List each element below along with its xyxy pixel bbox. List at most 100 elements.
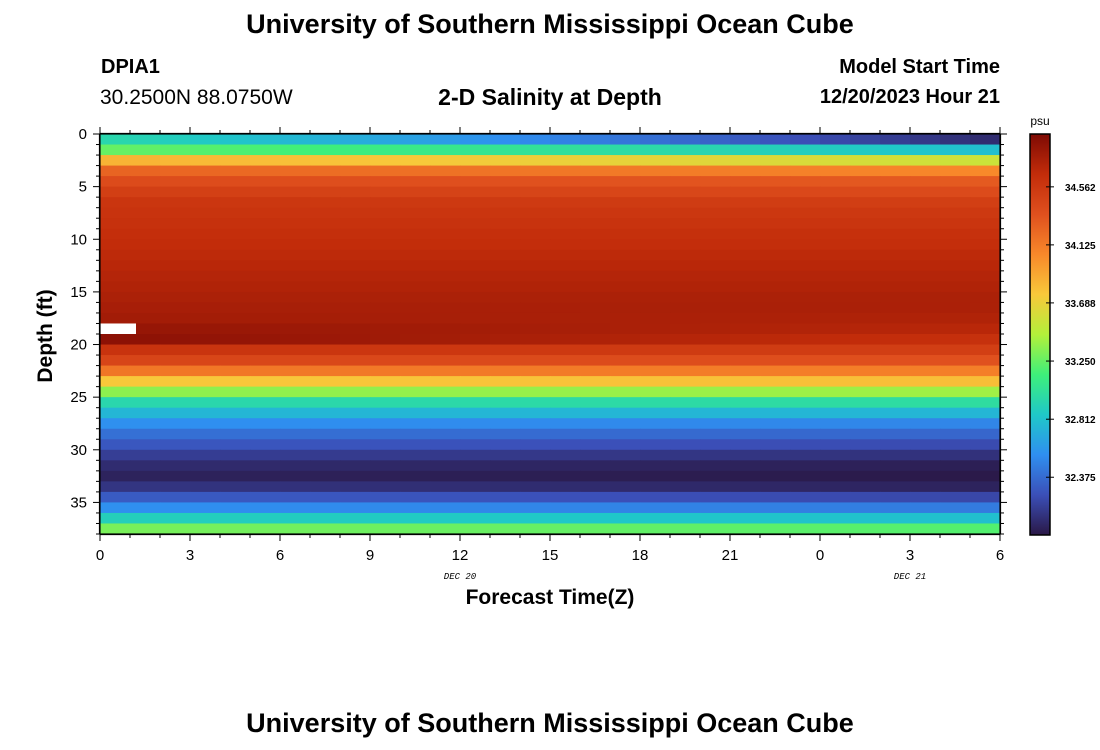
heatmap-cell bbox=[520, 512, 551, 525]
heatmap-cell bbox=[820, 239, 851, 251]
heatmap-cell bbox=[370, 439, 401, 451]
heatmap-cell bbox=[640, 376, 671, 388]
heatmap-cell bbox=[550, 365, 581, 377]
heatmap-cell bbox=[310, 334, 341, 346]
heatmap-cell bbox=[340, 481, 371, 493]
heatmap-cell bbox=[310, 186, 341, 198]
heatmap-cell bbox=[760, 491, 791, 504]
heatmap-cell bbox=[100, 502, 131, 514]
heatmap-cell bbox=[370, 291, 401, 304]
heatmap-cell bbox=[460, 186, 491, 198]
heatmap-cell bbox=[790, 197, 821, 209]
heatmap-cell bbox=[610, 386, 641, 398]
heatmap-cell bbox=[970, 270, 1001, 282]
heatmap-cell bbox=[220, 470, 251, 482]
heatmap-cell bbox=[490, 512, 521, 525]
heatmap-cell bbox=[820, 481, 851, 493]
heatmap-cell bbox=[220, 197, 251, 209]
heatmap-cell bbox=[580, 312, 611, 325]
heatmap-cell bbox=[310, 323, 341, 335]
heatmap-cell bbox=[640, 270, 671, 282]
heatmap-cell bbox=[100, 355, 131, 367]
heatmap-cell bbox=[520, 397, 551, 409]
heatmap-cell bbox=[370, 355, 401, 367]
heatmap-cell bbox=[100, 418, 131, 430]
y-tick-label: 30 bbox=[70, 442, 87, 459]
heatmap-cell bbox=[460, 334, 491, 346]
heatmap-cell bbox=[340, 228, 371, 240]
x-tick-label: 0 bbox=[96, 547, 104, 564]
heatmap-cell bbox=[550, 355, 581, 367]
heatmap-cell bbox=[100, 260, 131, 272]
heatmap-cell bbox=[160, 228, 191, 240]
heatmap-cell bbox=[640, 407, 671, 419]
heatmap-cell bbox=[190, 481, 221, 493]
heatmap-cell bbox=[460, 165, 491, 177]
heatmap-cell bbox=[370, 260, 401, 272]
heatmap-cell bbox=[700, 155, 731, 167]
heatmap-cell bbox=[880, 355, 911, 367]
heatmap-cell bbox=[160, 376, 191, 388]
heatmap-cell bbox=[100, 165, 131, 177]
heatmap-cell bbox=[850, 270, 881, 282]
heatmap-cell bbox=[670, 481, 701, 493]
heatmap-cell bbox=[790, 512, 821, 525]
heatmap-cell bbox=[850, 165, 881, 177]
heatmap-cell bbox=[850, 281, 881, 293]
heatmap-cell bbox=[340, 134, 371, 146]
heatmap-cell bbox=[610, 502, 641, 514]
heatmap-cell bbox=[520, 355, 551, 367]
heatmap-cell bbox=[670, 397, 701, 409]
heatmap-cell bbox=[430, 418, 461, 430]
heatmap-cell bbox=[880, 218, 911, 230]
heatmap-cell bbox=[970, 218, 1001, 230]
heatmap-cell bbox=[400, 165, 431, 177]
heatmap-cell bbox=[550, 386, 581, 398]
heatmap-cell bbox=[310, 249, 341, 261]
heatmap-cell bbox=[370, 312, 401, 325]
heatmap-cell bbox=[820, 176, 851, 188]
y-tick-label: 0 bbox=[79, 126, 87, 143]
heatmap-cell bbox=[250, 134, 281, 146]
heatmap-cell bbox=[550, 155, 581, 167]
heatmap-cell bbox=[340, 302, 371, 314]
heatmap-cell bbox=[850, 239, 881, 251]
heatmap-cell bbox=[760, 302, 791, 314]
heatmap-cell bbox=[580, 334, 611, 346]
heatmap-cell bbox=[490, 249, 521, 261]
heatmap-cell bbox=[880, 260, 911, 272]
heatmap-cell bbox=[760, 207, 791, 219]
heatmap-cell bbox=[670, 523, 701, 535]
heatmap-cell bbox=[820, 165, 851, 177]
heatmap-cell bbox=[760, 197, 791, 209]
heatmap-cell bbox=[820, 334, 851, 346]
heatmap-cell bbox=[100, 281, 131, 293]
heatmap-cell bbox=[430, 197, 461, 209]
heatmap-cell bbox=[160, 239, 191, 251]
heatmap-cell bbox=[490, 502, 521, 514]
heatmap-cell bbox=[430, 176, 461, 188]
heatmap-cell bbox=[790, 312, 821, 325]
heatmap-cell bbox=[400, 218, 431, 230]
heatmap-cell bbox=[970, 323, 1001, 335]
heatmap-cell bbox=[400, 249, 431, 261]
x-tick-label: 9 bbox=[366, 547, 374, 564]
heatmap-cell bbox=[730, 428, 761, 440]
heatmap-cell bbox=[850, 155, 881, 167]
heatmap-cell bbox=[340, 439, 371, 451]
heatmap-cell bbox=[820, 270, 851, 282]
heatmap-cell bbox=[820, 302, 851, 314]
heatmap-cell bbox=[310, 512, 341, 525]
heatmap-cell bbox=[190, 418, 221, 430]
heatmap-cell bbox=[760, 460, 791, 472]
heatmap-cell bbox=[100, 218, 131, 230]
heatmap-cell bbox=[940, 249, 971, 261]
heatmap-cell bbox=[160, 481, 191, 493]
heatmap-cell bbox=[550, 439, 581, 451]
heatmap-cell bbox=[760, 512, 791, 525]
heatmap-cell bbox=[910, 386, 941, 398]
heatmap-cell bbox=[430, 428, 461, 440]
heatmap-cell bbox=[730, 302, 761, 314]
heatmap-cell bbox=[490, 207, 521, 219]
heatmap-cell bbox=[910, 460, 941, 472]
